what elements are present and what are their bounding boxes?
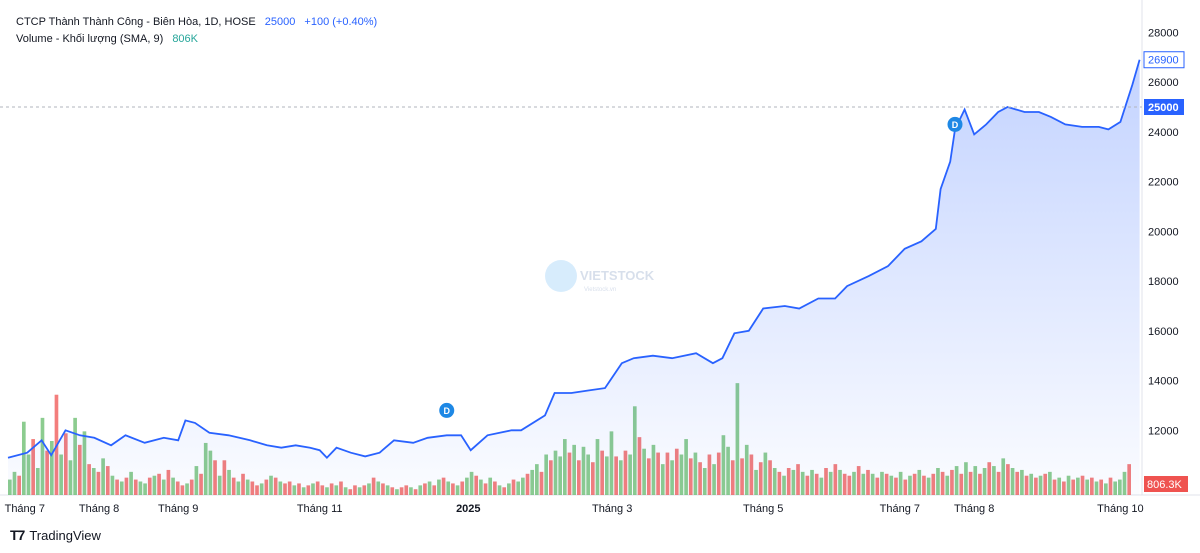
price-tags: 26900 25000 806.3K bbox=[1143, 51, 1188, 492]
y-axis[interactable]: 1000012000140001600018000200002200024000… bbox=[1148, 27, 1179, 487]
dividend-marker-circle bbox=[439, 402, 455, 418]
volume-value-label-box bbox=[1144, 476, 1188, 492]
y-tick-label: 26000 bbox=[1148, 77, 1179, 89]
x-tick-label: Tháng 8 bbox=[79, 503, 119, 515]
watermark-globe-icon bbox=[545, 260, 577, 292]
dividend-marker[interactable]: D bbox=[947, 116, 963, 132]
x-tick-label: Tháng 3 bbox=[592, 503, 632, 515]
price-line bbox=[7, 59, 1141, 459]
volume-value: 806K bbox=[172, 33, 199, 45]
dividend-marker-circle bbox=[947, 116, 963, 132]
price-area bbox=[8, 59, 1140, 495]
x-tick-label: Tháng 7 bbox=[5, 503, 45, 515]
price-change: +100 (+0.40%) bbox=[304, 16, 378, 28]
tradingview-branding[interactable]: T7 TradingView bbox=[10, 527, 101, 543]
y-tick-label: 28000 bbox=[1148, 27, 1179, 39]
marker-price-label-box bbox=[1144, 99, 1184, 115]
y-tick-label: 20000 bbox=[1148, 226, 1179, 238]
x-tick-label: Tháng 5 bbox=[743, 503, 783, 515]
dividend-marker-label: D bbox=[443, 406, 450, 416]
symbol-legend[interactable]: CTCP Thành Thành Công - Biên Hòa, 1D, HO… bbox=[16, 16, 377, 28]
x-tick-label: 2025 bbox=[456, 503, 480, 515]
x-axis[interactable]: Tháng 7 Tháng 8 Tháng 9 Tháng 11 2025 Tháng 3… bbox=[5, 503, 1144, 515]
marker-price-label: 25000 bbox=[1148, 102, 1179, 114]
symbol-title: CTCP Thành Thành Công - Biên Hòa, 1D, HO… bbox=[16, 16, 256, 28]
dividend-marker[interactable]: D bbox=[439, 402, 455, 418]
y-tick-label: 24000 bbox=[1148, 127, 1179, 139]
y-tick-label: 18000 bbox=[1148, 276, 1179, 288]
x-tick-label: Tháng 7 bbox=[880, 503, 920, 515]
y-tick-label: 14000 bbox=[1148, 376, 1179, 388]
vietstock-watermark: VIETSTOCK Vietstock.vn bbox=[545, 260, 655, 293]
volume-legend[interactable]: Volume - Khối lượng (SMA, 9) 806K bbox=[16, 33, 198, 45]
last-price-label-box bbox=[1143, 51, 1185, 69]
tradingview-logo-icon: T7 bbox=[10, 527, 25, 543]
dividend-marker-label: D bbox=[952, 120, 959, 130]
x-tick-label: Tháng 9 bbox=[158, 503, 198, 515]
x-tick-label: Tháng 8 bbox=[954, 503, 994, 515]
dividend-markers[interactable]: DD bbox=[439, 116, 963, 418]
volume-indicator-title: Volume - Khối lượng (SMA, 9) bbox=[16, 33, 164, 45]
watermark-brand: VIETSTOCK bbox=[580, 268, 655, 283]
y-tick-label: 22000 bbox=[1148, 177, 1179, 189]
last-price-label: 26900 bbox=[1148, 55, 1179, 67]
y-tick-label: 16000 bbox=[1148, 326, 1179, 338]
x-tick-label: Tháng 11 bbox=[297, 503, 343, 515]
volume-value-label: 806.3K bbox=[1147, 479, 1183, 491]
y-tick-label: 12000 bbox=[1148, 425, 1179, 437]
watermark-tagline: Vietstock.vn bbox=[584, 287, 616, 293]
tradingview-name: TradingView bbox=[29, 527, 101, 543]
x-tick-label: Tháng 10 bbox=[1097, 503, 1143, 515]
current-price: 25000 bbox=[264, 16, 296, 28]
